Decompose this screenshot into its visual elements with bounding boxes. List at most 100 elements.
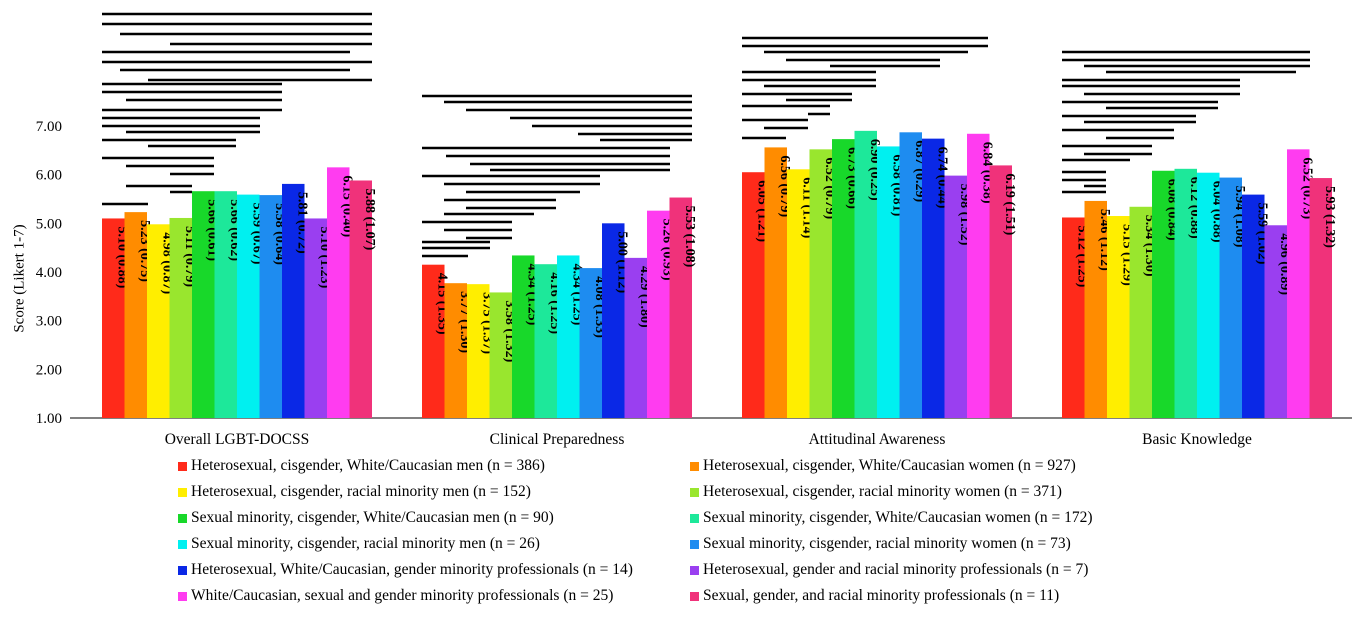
bar <box>579 268 602 418</box>
y-tick-label: 7.00 <box>36 119 62 135</box>
legend-item: Heterosexual, gender and racial minority… <box>690 560 1088 580</box>
category-labels: Overall LGBT-DOCSS Clinical Preparedness A… <box>165 431 1252 448</box>
bar <box>422 264 445 418</box>
legend-label: Heterosexual, cisgender, White/Caucasian… <box>703 457 1076 474</box>
legend-item: White/Caucasian, sexual and gender minor… <box>178 586 613 606</box>
y-axis-title: Score (Likert 1-7) <box>11 224 28 333</box>
bar <box>742 172 765 418</box>
legend-item: Sexual, gender, and racial minority prof… <box>690 586 1059 606</box>
bar <box>989 165 1012 418</box>
bar-value-label: 6.19 (1.51) <box>1002 173 1017 235</box>
bar <box>899 132 922 418</box>
bar <box>557 255 580 418</box>
legend-swatch <box>690 487 699 497</box>
y-tick-label: 6.00 <box>36 168 62 184</box>
bar-value-label: 5.88 (1.07) <box>362 188 377 250</box>
category-label: Clinical Preparedness <box>490 431 625 448</box>
bar <box>444 283 467 418</box>
bar <box>647 210 670 418</box>
bar <box>1062 217 1085 418</box>
legend-label: Sexual minority, cisgender, White/Caucas… <box>191 509 554 526</box>
category-label: Basic Knowledge <box>1142 431 1252 448</box>
legend-item: Sexual minority, cisgender, racial minor… <box>178 534 540 554</box>
bar <box>854 130 877 419</box>
bar <box>169 217 192 418</box>
bar <box>1242 194 1265 418</box>
legend-swatch <box>178 461 187 471</box>
bar <box>764 147 787 418</box>
bar <box>1129 206 1152 418</box>
bar <box>282 183 305 418</box>
legend-label: Sexual, gender, and racial minority prof… <box>703 587 1060 604</box>
legend-label: Sexual minority, cisgender, racial minor… <box>191 535 540 552</box>
legend-swatch <box>690 591 699 601</box>
legend-swatch <box>178 487 187 497</box>
bar <box>944 175 967 418</box>
bar <box>832 139 855 418</box>
bar <box>489 292 512 418</box>
bar <box>1152 170 1175 418</box>
bar <box>534 264 557 418</box>
bar <box>237 194 260 418</box>
bar <box>259 195 282 418</box>
legend-item: Heterosexual, cisgender, White/Caucasian… <box>178 456 545 476</box>
bar <box>512 255 535 418</box>
category-label: Overall LGBT-DOCSS <box>165 431 310 448</box>
y-tick-label: 4.00 <box>36 265 62 281</box>
legend-swatch <box>690 539 699 549</box>
legend-item: Sexual minority, cisgender, racial minor… <box>690 534 1071 554</box>
bar <box>1309 178 1332 418</box>
legend-label: Sexual minority, cisgender, White/Caucas… <box>703 509 1093 526</box>
bar <box>214 191 237 418</box>
legend-swatch <box>178 591 187 601</box>
y-axis-ticks: 1.00 2.00 3.00 4.00 5.00 6.00 7.00 <box>36 119 62 427</box>
legend-label: White/Caucasian, sexual and gender minor… <box>191 587 614 604</box>
y-tick-label: 1.00 <box>36 411 62 427</box>
y-axis-title-wrap: Score (Likert 1-7) <box>10 180 30 380</box>
bar <box>1084 200 1107 418</box>
legend-item: Heterosexual, cisgender, White/Caucasian… <box>690 456 1076 476</box>
y-tick-label: 2.00 <box>36 362 62 378</box>
legend-swatch <box>178 539 187 549</box>
legend-item: Sexual minority, cisgender, White/Caucas… <box>178 508 554 528</box>
legend-swatch <box>178 513 187 523</box>
legend-label: Heterosexual, cisgender, White/Caucasian… <box>191 457 545 474</box>
legend-label: Heterosexual, cisgender, racial minority… <box>703 483 1062 500</box>
bar <box>967 133 990 418</box>
bar <box>922 138 945 418</box>
bars: 5.10 (0.88) 5.23 (0.75) 4.98 (0.87) 5.11 (0… <box>102 130 1337 419</box>
bar <box>327 167 350 418</box>
bar <box>669 197 692 418</box>
legend-item: Heterosexual, White/Caucasian, gender mi… <box>178 560 633 580</box>
legend-label: Sexual minority, cisgender, racial minor… <box>703 535 1071 552</box>
legend-item: Heterosexual, cisgender, racial minority… <box>178 482 531 502</box>
bar <box>147 224 170 418</box>
bar <box>624 257 647 418</box>
significance-brackets <box>102 12 1310 258</box>
bar <box>467 284 490 418</box>
legend-swatch <box>690 461 699 471</box>
bar <box>787 169 810 418</box>
bar <box>192 191 215 418</box>
category-label: Attitudinal Awareness <box>809 431 946 448</box>
y-tick-label: 5.00 <box>36 216 62 232</box>
bar <box>304 218 327 418</box>
bar <box>877 146 900 419</box>
legend-label: Heterosexual, gender and racial minority… <box>703 561 1089 578</box>
bar-value-label: 5.53 (1.08) <box>682 206 697 268</box>
legend-swatch <box>178 565 187 575</box>
legend-label: Heterosexual, cisgender, racial minority… <box>191 483 531 500</box>
legend-swatch <box>690 565 699 575</box>
bar <box>1264 225 1287 418</box>
y-tick-label: 3.00 <box>36 314 62 330</box>
bar <box>349 180 372 418</box>
legend-item: Sexual minority, cisgender, White/Caucas… <box>690 508 1093 528</box>
bar <box>1197 172 1220 418</box>
legend-swatch <box>690 513 699 523</box>
bar <box>1107 216 1130 418</box>
bar <box>1174 168 1197 418</box>
legend-item: Heterosexual, cisgender, racial minority… <box>690 482 1062 502</box>
legend-label: Heterosexual, White/Caucasian, gender mi… <box>191 561 633 578</box>
bar <box>809 149 832 418</box>
